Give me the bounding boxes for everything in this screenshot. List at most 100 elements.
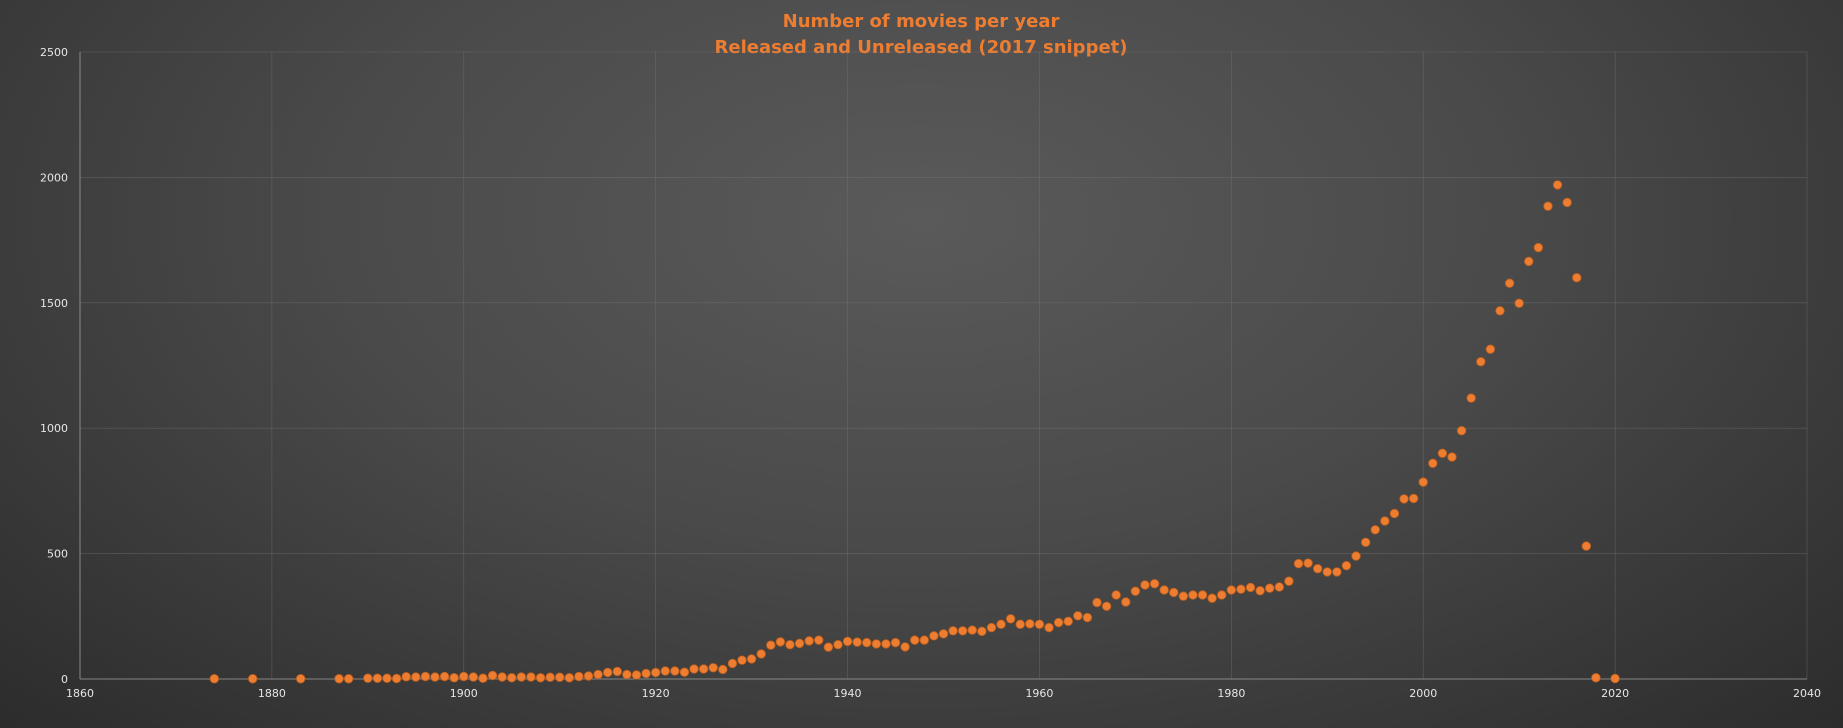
data-point <box>545 672 555 682</box>
data-point <box>583 671 594 681</box>
grid-lines <box>79 51 1808 680</box>
data-point <box>977 626 987 637</box>
data-point <box>852 637 862 647</box>
y-tick-label: 2000 <box>40 171 68 184</box>
data-point <box>1274 582 1285 592</box>
data-point <box>1360 537 1371 548</box>
data-point <box>343 674 354 684</box>
data-point <box>727 658 738 669</box>
data-point <box>478 673 488 683</box>
data-point <box>775 637 786 647</box>
data-point <box>948 626 958 636</box>
data-point <box>871 639 882 649</box>
data-point <box>411 672 421 682</box>
data-point <box>967 625 977 635</box>
data-point <box>708 663 718 673</box>
data-point <box>401 672 411 682</box>
data-point <box>929 631 939 641</box>
data-point <box>1456 426 1467 436</box>
x-tick-label: 2020 <box>1601 687 1629 700</box>
data-point <box>574 671 584 682</box>
data-point <box>1476 357 1486 367</box>
data-point <box>391 673 402 684</box>
data-point <box>1082 612 1093 623</box>
data-point <box>468 672 479 682</box>
x-tick-label: 1860 <box>66 687 94 700</box>
x-tick-label: 1940 <box>834 687 862 700</box>
data-point <box>1408 493 1419 504</box>
data-point <box>986 622 997 633</box>
data-point <box>1226 585 1237 595</box>
data-point <box>334 674 344 684</box>
data-point <box>1265 583 1275 593</box>
data-point <box>746 654 757 664</box>
data-point <box>1447 452 1457 462</box>
data-point <box>833 639 843 650</box>
data-point <box>641 668 651 679</box>
data-point <box>631 670 642 680</box>
data-point <box>1092 597 1102 608</box>
data-point <box>516 672 527 682</box>
data-point <box>1322 567 1332 577</box>
data-point <box>890 637 901 648</box>
data-point <box>785 639 795 650</box>
data-point <box>1399 494 1409 504</box>
data-point <box>439 671 450 682</box>
data-point <box>794 638 805 649</box>
data-point <box>487 670 498 681</box>
data-point <box>372 673 383 683</box>
data-point <box>718 664 728 675</box>
data-point <box>1543 201 1553 211</box>
data-point <box>1495 306 1505 316</box>
y-tick-label: 500 <box>47 548 68 561</box>
data-point <box>1101 601 1112 611</box>
data-point <box>1284 576 1294 586</box>
data-point <box>1053 617 1064 628</box>
data-point <box>1015 619 1025 630</box>
y-tick-label: 0 <box>61 673 68 686</box>
data-point <box>1188 590 1198 600</box>
data-point <box>209 674 220 684</box>
data-point <box>881 639 891 649</box>
x-tick-label: 2040 <box>1793 687 1821 700</box>
data-point <box>1466 393 1476 403</box>
data-point <box>459 671 469 682</box>
data-point <box>1303 558 1313 568</box>
data-point <box>1025 619 1035 629</box>
data-point <box>1063 616 1073 627</box>
data-point <box>1610 673 1620 684</box>
data-point <box>382 673 392 683</box>
data-point <box>507 673 517 683</box>
data-point <box>756 649 766 659</box>
data-point <box>1370 525 1380 535</box>
data-point <box>919 635 930 645</box>
chart-subtitle: Released and Unreleased (2017 snippet) <box>715 37 1128 58</box>
data-point <box>1533 242 1544 253</box>
data-point <box>1504 278 1515 288</box>
data-point <box>612 666 622 677</box>
data-point <box>1169 587 1179 598</box>
data-point <box>1389 508 1400 519</box>
data-point <box>1245 582 1256 593</box>
data-point <box>660 666 670 676</box>
data-point <box>1380 516 1390 526</box>
data-point <box>1351 551 1361 561</box>
data-point <box>650 667 661 678</box>
x-tick-label: 1980 <box>1217 687 1245 700</box>
data-point <box>1572 273 1582 283</box>
data-point <box>698 664 709 674</box>
data-point <box>526 672 536 682</box>
data-point <box>1428 458 1438 469</box>
data-point <box>535 673 546 683</box>
data-point <box>593 669 603 680</box>
data-point <box>1332 567 1342 577</box>
data-point <box>737 655 747 665</box>
data-point <box>1130 586 1141 596</box>
data-point <box>1552 180 1563 190</box>
data-point <box>1341 560 1352 571</box>
data-point <box>1178 591 1189 601</box>
data-point <box>420 671 431 682</box>
data-point <box>996 619 1006 630</box>
data-point <box>842 636 853 647</box>
